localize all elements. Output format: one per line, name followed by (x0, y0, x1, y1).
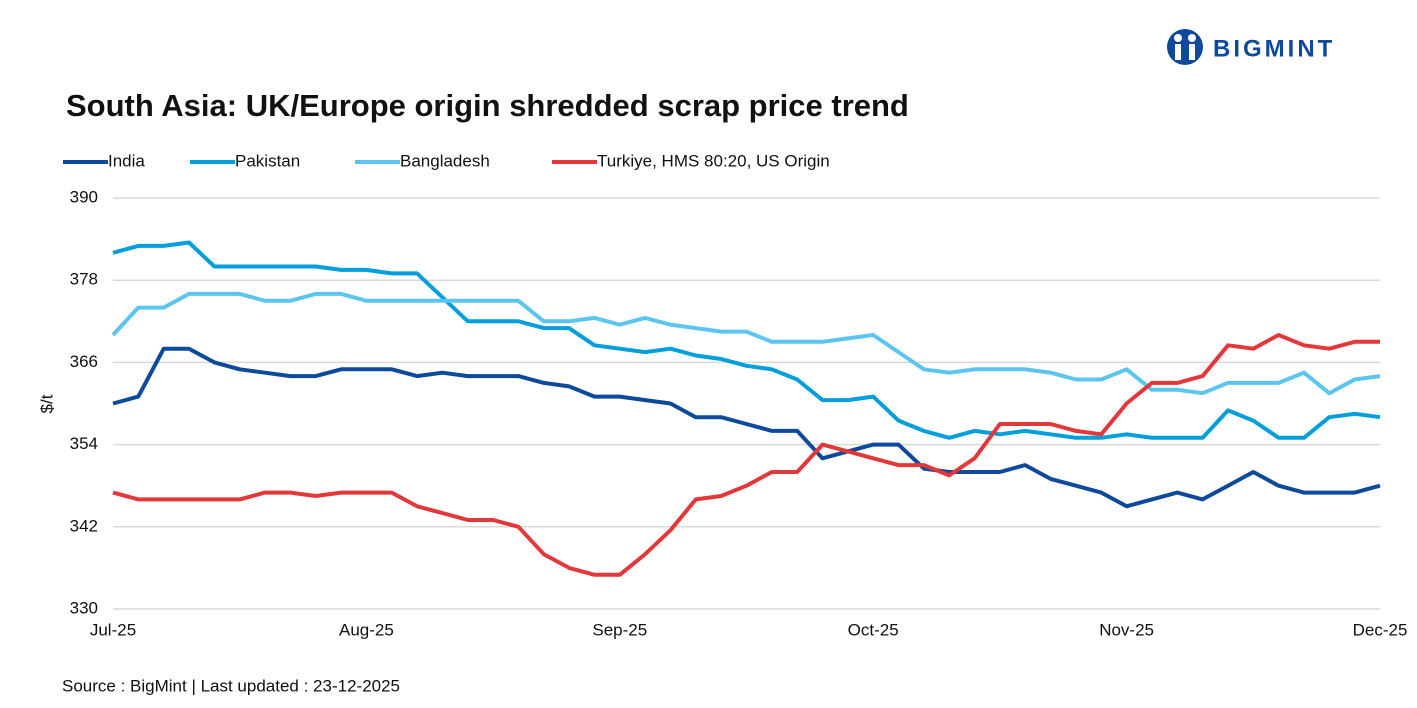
x-tick-label: Dec-25 (1353, 620, 1408, 639)
y-axis-label: $/t (37, 394, 56, 413)
legend-label: Turkiye, HMS 80:20, US Origin (597, 151, 830, 170)
y-tick-label: 354 (70, 434, 98, 453)
x-tick-label: Nov-25 (1099, 620, 1154, 639)
series-line (111, 291, 1381, 396)
series-line (112, 346, 1381, 509)
series-line (112, 240, 1381, 440)
y-tick-label: 342 (70, 516, 98, 535)
legend-label: India (108, 151, 145, 170)
series-line (112, 333, 1380, 577)
x-tick-label: Jul-25 (90, 620, 136, 639)
x-tick-label: Sep-25 (592, 620, 647, 639)
y-tick-label: 378 (70, 270, 98, 289)
chart-title: South Asia: UK/Europe origin shredded sc… (66, 88, 909, 123)
x-tick-label: Oct-25 (848, 620, 899, 639)
legend-label: Bangladesh (400, 151, 490, 170)
source-note: Source : BigMint | Last updated : 23-12-… (62, 676, 400, 695)
y-tick-label: 330 (70, 598, 98, 617)
legend-label: Pakistan (235, 151, 300, 170)
y-tick-label: 390 (70, 187, 98, 206)
logo-text: BIGMINT (1213, 35, 1335, 62)
x-tick-label: Aug-25 (339, 620, 394, 639)
y-tick-label: 366 (70, 352, 98, 371)
logo-icon (1167, 29, 1203, 65)
